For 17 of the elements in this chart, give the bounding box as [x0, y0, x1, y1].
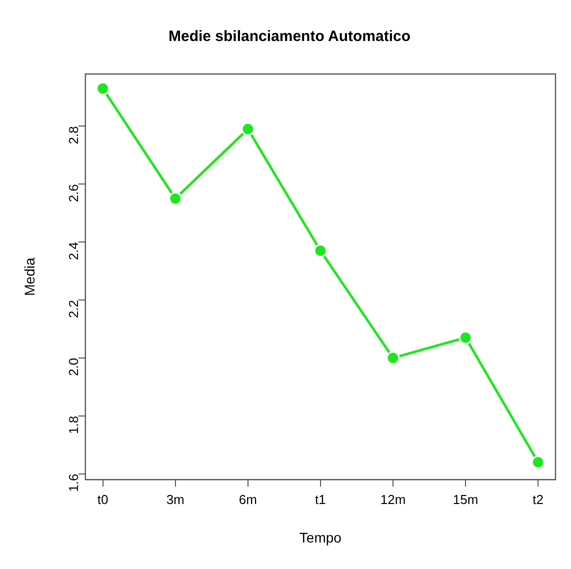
y-tick-label: 2.4: [66, 242, 81, 260]
x-tick-label: 6m: [238, 492, 257, 507]
y-tick-label: 2.6: [66, 184, 81, 202]
y-tick-label: 2.8: [66, 126, 81, 144]
y-tick-label: 2.2: [66, 300, 81, 318]
x-tick-label: t1: [315, 492, 326, 507]
x-tick-label: 12m: [380, 492, 406, 507]
y-tick-label: 2.0: [66, 358, 81, 376]
x-tick-label: 3m: [166, 492, 184, 507]
y-axis-title: Media: [21, 258, 38, 296]
y-tick-label: 1.6: [66, 474, 81, 492]
x-tick-label: t2: [532, 492, 544, 507]
chart-title: Medie sbilanciamento Automatico: [168, 28, 410, 46]
x-tick-label: t0: [97, 492, 108, 507]
x-axis-title: Tempo: [299, 529, 342, 546]
x-tick-label: 15m: [452, 492, 478, 507]
y-tick-label: 1.8: [66, 416, 81, 434]
